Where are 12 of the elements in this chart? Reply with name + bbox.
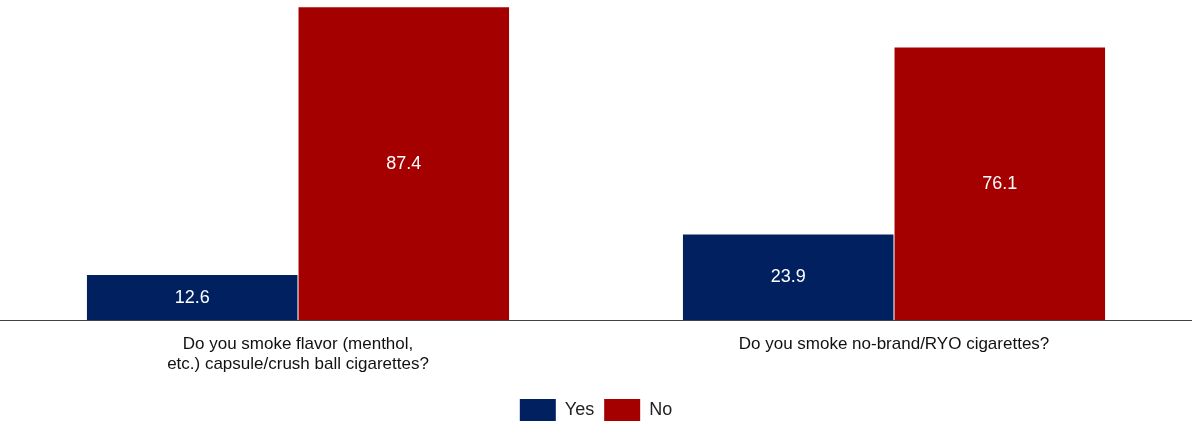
bar xyxy=(682,234,894,321)
bar xyxy=(298,7,510,321)
legend-label: Yes xyxy=(564,398,595,419)
data-label: 12.6 xyxy=(174,286,210,307)
data-label: 23.9 xyxy=(770,266,806,287)
data-label: 76.1 xyxy=(982,172,1018,193)
bar xyxy=(86,275,298,321)
x-tick-label: Do you smoke flavor (menthol, etc.) capsule/crush ball cigarettes? xyxy=(167,334,429,374)
bar xyxy=(894,47,1106,321)
legend-label: No xyxy=(649,398,673,419)
x-tick-label: Do you smoke no-brand/RYO cigarettes? xyxy=(738,334,1050,354)
data-label: 87.4 xyxy=(386,152,422,173)
